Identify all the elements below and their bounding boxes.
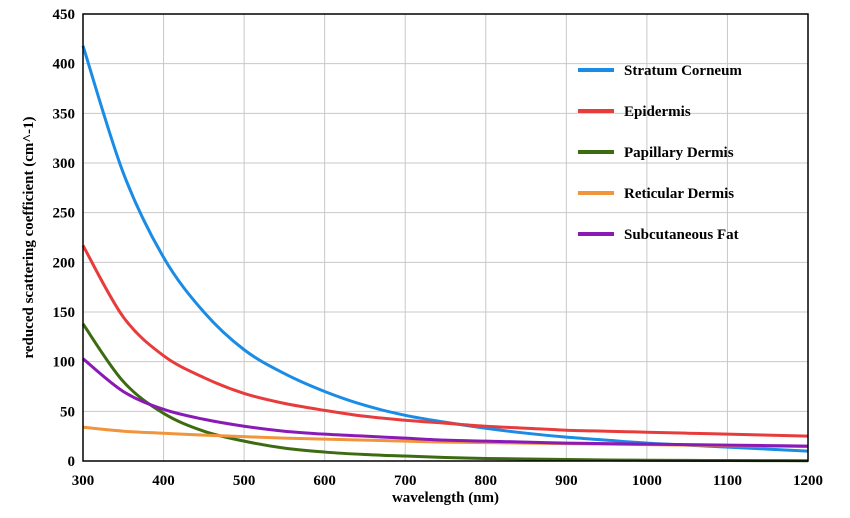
legend-label-subcutaneous-fat: Subcutaneous Fat bbox=[624, 227, 739, 243]
y-tick-label: 100 bbox=[53, 355, 76, 371]
x-tick-label: 300 bbox=[72, 473, 95, 489]
legend-label-reticular-dermis: Reticular Dermis bbox=[624, 186, 734, 202]
y-tick-label: 450 bbox=[53, 7, 76, 23]
y-tick-label: 0 bbox=[68, 454, 76, 470]
x-tick-label: 800 bbox=[475, 473, 498, 489]
x-tick-label: 600 bbox=[313, 473, 336, 489]
y-axis-label: reduced scattering coefficient (cm^-1) bbox=[21, 116, 37, 358]
series-line-stratum-corneum bbox=[81, 45, 809, 453]
x-tick-label: 1100 bbox=[713, 473, 742, 489]
y-tick-label: 150 bbox=[53, 305, 76, 321]
x-tick-label: 400 bbox=[152, 473, 175, 489]
y-tick-label: 350 bbox=[53, 106, 76, 122]
x-tick-label: 900 bbox=[555, 473, 578, 489]
legend-label-epidermis: Epidermis bbox=[624, 104, 691, 120]
x-tick-label: 500 bbox=[233, 473, 256, 489]
series-line-subcutaneous-fat bbox=[82, 357, 809, 448]
y-tick-label: 50 bbox=[60, 404, 75, 420]
y-tick-labels: 0 50 100 150 200 250 300 350 400 450 bbox=[53, 7, 76, 470]
legend-label-stratum-corneum: Stratum Corneum bbox=[624, 63, 742, 79]
series-line-epidermis bbox=[81, 244, 809, 438]
legend-label-papillary-dermis: Papillary Dermis bbox=[624, 145, 734, 161]
y-tick-label: 200 bbox=[53, 255, 76, 271]
y-tick-label: 300 bbox=[53, 156, 76, 172]
x-tick-label: 700 bbox=[394, 473, 417, 489]
x-tick-label: 1200 bbox=[793, 473, 823, 489]
series-lines bbox=[81, 45, 809, 463]
legend: Stratum Corneum Epidermis Papillary Dermis… bbox=[578, 63, 742, 243]
x-tick-labels: 300 400 500 600 700 800 900 1000 1100 1200 bbox=[72, 473, 823, 489]
x-tick-label: 1000 bbox=[632, 473, 662, 489]
plot-frame bbox=[82, 13, 809, 462]
x-axis-label: wavelength (nm) bbox=[392, 490, 499, 506]
y-tick-label: 400 bbox=[53, 57, 76, 73]
y-tick-label: 250 bbox=[53, 206, 76, 222]
